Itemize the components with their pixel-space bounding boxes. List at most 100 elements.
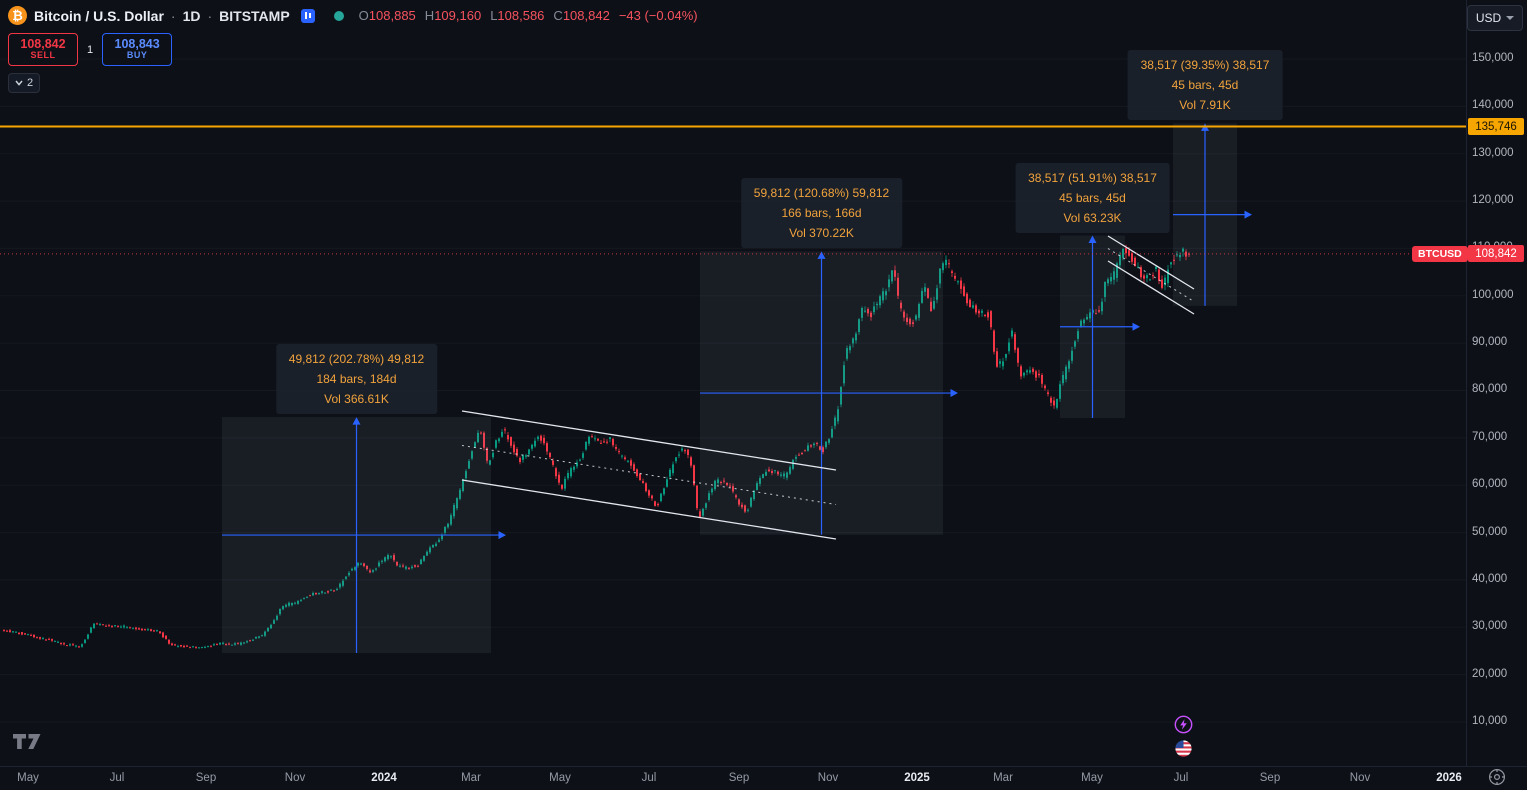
channel-bottom-line[interactable] [461, 479, 837, 540]
us-flag-icon[interactable] [1174, 739, 1193, 758]
time-axis-year-label: 2025 [904, 772, 930, 784]
price-axis-label: 110,000 [1472, 241, 1513, 254]
price-axis-label: 100,000 [1472, 288, 1514, 301]
up-candle-wicks [12, 247, 1184, 649]
measurement-label-line: 38,517 (39.35%) 38,517 [1140, 58, 1270, 73]
time-axis-month-label: Sep [728, 772, 750, 784]
buy-button[interactable]: 108,843 BUY [102, 33, 173, 66]
sell-button[interactable]: 108,842 SELL [8, 33, 78, 66]
arrow-up-head-icon [352, 417, 361, 425]
time-axis-month-label: Jul [1173, 772, 1189, 784]
price-axis-label: 80,000 [1472, 383, 1508, 396]
collapse-drawings-button[interactable]: 2 [8, 73, 41, 93]
low-label: L [490, 8, 498, 23]
sell-price: 108,842 [20, 36, 66, 51]
measurement-label-line: 38,517 (51.91%) 38,517 [1028, 170, 1157, 185]
price-axis-label: 130,000 [1472, 146, 1514, 159]
chart-event-icons [1174, 715, 1193, 758]
price-axis-label: 150,000 [1472, 52, 1514, 64]
time-axis-month-label: Nov [1349, 772, 1371, 784]
measurement-label-line: 184 bars, 184d [316, 372, 397, 387]
chevron-down-icon [1506, 16, 1515, 20]
price-axis[interactable]: 150,000 140,000 130,000 120,000 110,000 100,0… [1467, 0, 1527, 766]
change-value: −43 (−0.04%) [618, 8, 698, 23]
collapse-count: 2 [27, 77, 34, 89]
axis-separator [1466, 0, 1467, 766]
buy-label: BUY [126, 50, 148, 61]
close-label: C [553, 8, 563, 23]
sell-label: SELL [30, 50, 56, 61]
time-axis-month-label: Nov [284, 772, 306, 784]
channel-top-line[interactable] [461, 410, 837, 471]
chart-badge-icon[interactable] [300, 8, 315, 23]
arrow-right-head-icon [950, 389, 958, 398]
measurement-label-line: 49,812 (202.78%) 49,812 [288, 352, 425, 367]
arrow-right-head-icon [498, 531, 506, 540]
high-label: H [424, 8, 435, 23]
time-axis-month-label: May [1081, 772, 1103, 784]
price-axis-label: 60,000 [1472, 478, 1508, 491]
measurement-label-line: Vol 7.91K [1179, 98, 1231, 113]
separator: · [170, 7, 176, 24]
arrow-up-head-icon [817, 251, 826, 259]
axis-settings-gear-icon[interactable] [1488, 768, 1506, 790]
open-label: O [358, 8, 369, 23]
bitcoin-icon: ₿ [8, 6, 27, 25]
symbol-price-badge: BTCUSD [1412, 245, 1468, 262]
separator: · [207, 7, 213, 24]
time-axis[interactable]: May Jul Sep Nov 2024 Mar May Jul Sep Nov 2025 Mar Ma… [0, 766, 1527, 790]
price-axis-label: 120,000 [1472, 194, 1514, 207]
trade-panel: 108,842 SELL 1 108,843 BUY [8, 33, 173, 66]
chevron-down-icon [15, 80, 23, 86]
spread-value: 1 [87, 43, 94, 56]
time-axis-year-label: 2024 [371, 772, 397, 784]
price-axis-label: 140,000 [1472, 99, 1514, 112]
measurement-label[interactable]: 38,517 (51.91%) 38,517 45 bars, 45d Vol 63… [1015, 162, 1170, 233]
measurement-label[interactable]: 38,517 (39.35%) 38,517 45 bars, 45d Vol 7.… [1127, 50, 1283, 121]
exchange-label[interactable]: BITSTAMP [219, 7, 290, 24]
tradingview-logo[interactable] [12, 732, 42, 756]
price-axis-label: 40,000 [1472, 572, 1508, 585]
arrow-right-head-icon [1132, 322, 1140, 331]
time-axis-month-label: May [17, 772, 39, 784]
candlestick-chart-svg[interactable] [0, 0, 1466, 766]
measurement-label-line: 45 bars, 45d [1059, 190, 1126, 205]
time-axis-month-label: Mar [461, 772, 481, 784]
time-axis-month-label: Sep [195, 772, 217, 784]
arrow-right-head-icon [1244, 210, 1252, 219]
down-candle-wicks [3, 244, 1190, 649]
time-axis-month-label: Sep [1259, 772, 1281, 784]
measurement-label-line: 59,812 (120.68%) 59,812 [753, 186, 890, 201]
measurement-label-line: 45 bars, 45d [1171, 78, 1239, 93]
price-axis-label: 10,000 [1472, 714, 1508, 727]
time-axis-month-label: Nov [817, 772, 839, 784]
chart-header: ₿ Bitcoin / U.S. Dollar · 1D · BITSTAMP … [8, 6, 698, 25]
timeframe-label[interactable]: 1D [182, 7, 201, 24]
channel-bottom-line[interactable] [1107, 260, 1195, 315]
channel-mid-line[interactable] [1107, 248, 1195, 302]
price-axis-label: 20,000 [1472, 667, 1508, 680]
time-axis-month-label: Jul [109, 772, 125, 784]
low-value: 108,586 [497, 8, 545, 23]
price-chart[interactable]: 49,812 (202.78%) 49,812 184 bars, 184d Vol… [0, 0, 1466, 766]
time-axis-year-label: 2026 [1436, 772, 1462, 784]
market-status-icon [333, 10, 344, 21]
lightning-icon[interactable] [1174, 715, 1193, 734]
close-value: 108,842 [562, 8, 610, 23]
measurement-label-line: Vol 366.61K [324, 392, 389, 407]
measurement-label-line: Vol 63.23K [1063, 210, 1122, 225]
symbol-title[interactable]: Bitcoin / U.S. Dollar [34, 7, 164, 24]
time-axis-month-label: Jul [641, 772, 657, 784]
buy-price: 108,843 [114, 36, 160, 51]
measurement-label[interactable]: 59,812 (120.68%) 59,812 166 bars, 166d Vol… [740, 178, 903, 249]
measurement-label[interactable]: 49,812 (202.78%) 49,812 184 bars, 184d Vol… [275, 344, 438, 415]
time-axis-month-label: Mar [993, 772, 1013, 784]
currency-selector[interactable]: USD [1467, 5, 1523, 31]
channel-top-line[interactable] [1107, 235, 1195, 290]
arrow-up-head-icon [1088, 235, 1097, 244]
open-value: 108,885 [368, 8, 416, 23]
price-axis-label: 50,000 [1472, 525, 1508, 538]
measurement-label-line: Vol 370.22K [789, 226, 854, 241]
price-axis-label: 30,000 [1472, 620, 1508, 633]
